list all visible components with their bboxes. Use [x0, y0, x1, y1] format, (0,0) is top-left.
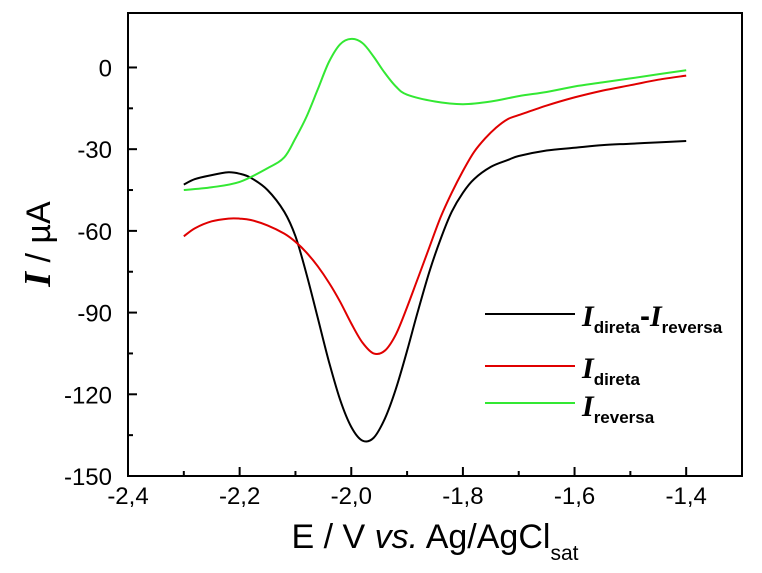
x-tick-label: -2,2: [219, 483, 260, 510]
series-line-forward: [183, 74, 687, 356]
x-axis-label: E / V vs. Ag/AgClsat: [292, 518, 579, 565]
series-layer: [183, 37, 687, 443]
series-line-reverse: [183, 37, 687, 191]
legend-label-difference: Idireta-Ireversa: [581, 300, 723, 337]
y-tick-label: -30: [77, 137, 112, 164]
y-tick-label: -90: [77, 301, 112, 328]
legend-label-reverse: Ireversa: [581, 390, 655, 427]
y-tick-label: -150: [64, 464, 112, 491]
x-tick-label: -2,0: [331, 483, 372, 510]
y-tick-label: -60: [77, 219, 112, 246]
y-axis-label: I / µA: [17, 201, 59, 288]
legend-label-forward: Idireta: [581, 352, 641, 389]
legend: Idireta-Ireversa Idireta Ireversa: [485, 300, 723, 427]
plot-frame: [127, 12, 743, 477]
x-tick-label: -1,8: [442, 483, 483, 510]
y-tick-label: -120: [64, 382, 112, 409]
y-axis-ticks: -150 -120 -90 -60 -30 0: [64, 55, 137, 491]
x-tick-label: -1,6: [554, 483, 595, 510]
x-tick-label: -2,4: [107, 483, 148, 510]
y-tick-label: 0: [99, 55, 112, 82]
x-tick-label: -1,4: [666, 483, 707, 510]
series-line-difference: [183, 140, 687, 443]
x-axis-ticks: -2,4 -2,2 -2,0 -1,8 -1,6 -1,4: [107, 467, 707, 510]
